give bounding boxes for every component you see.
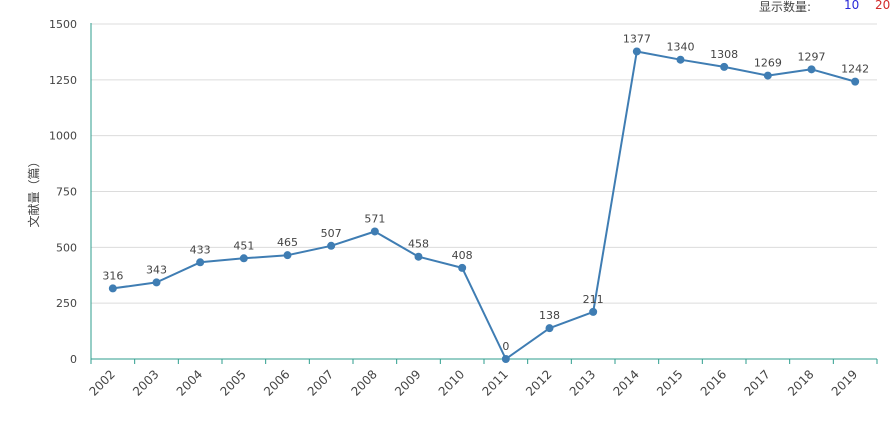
data-label: 408	[452, 249, 473, 262]
data-point[interactable]	[632, 47, 641, 56]
grid-lines	[91, 23, 877, 304]
data-point[interactable]	[763, 71, 772, 80]
data-label: 433	[190, 243, 211, 256]
data-label: 465	[277, 236, 298, 249]
x-tick-label: 2017	[741, 367, 772, 398]
data-label: 1242	[841, 63, 869, 76]
y-tick-label: 1000	[49, 130, 77, 143]
series-line-group	[112, 50, 856, 360]
x-tick-label: 2003	[130, 367, 161, 398]
data-point[interactable]	[283, 251, 292, 260]
data-label: 211	[583, 293, 604, 306]
data-label: 1297	[798, 50, 826, 63]
data-point[interactable]	[414, 252, 423, 261]
y-tick-label: 1500	[49, 18, 77, 31]
y-tick-label: 250	[56, 297, 77, 310]
x-tick-label: 2010	[436, 367, 467, 398]
x-tick-label: 2012	[523, 367, 554, 398]
data-point[interactable]	[239, 254, 248, 263]
data-point[interactable]	[501, 355, 510, 363]
data-label: 458	[408, 238, 429, 251]
x-tick-label: 2011	[479, 367, 510, 398]
y-tick-label: 1250	[49, 74, 77, 87]
x-tick-label: 2004	[174, 367, 205, 398]
x-tick-label: 2013	[567, 367, 598, 398]
y-tick-label: 500	[56, 241, 77, 254]
data-point[interactable]	[545, 324, 554, 333]
data-point[interactable]	[327, 241, 336, 250]
data-label: 343	[146, 263, 167, 276]
x-tick-label: 2016	[698, 367, 729, 398]
x-tick-label: 2007	[305, 367, 336, 398]
data-label: 1377	[623, 32, 651, 45]
data-labels: 316 343 433 451 465 507 571 458 408 0 138 211 1377 13…	[102, 32, 869, 353]
data-point[interactable]	[152, 278, 161, 287]
data-point[interactable]	[458, 263, 467, 272]
x-tick-label: 2005	[217, 367, 248, 398]
data-point[interactable]	[720, 62, 729, 71]
data-label: 0	[502, 340, 509, 353]
x-tick-label: 2015	[654, 367, 685, 398]
x-tick-label: 2014	[610, 367, 641, 398]
data-point[interactable]	[196, 258, 205, 267]
data-label: 316	[102, 269, 123, 282]
data-label: 571	[364, 212, 385, 225]
data-point[interactable]	[676, 55, 685, 64]
data-label: 507	[321, 227, 342, 240]
data-point[interactable]	[851, 77, 860, 86]
data-point[interactable]	[807, 65, 816, 74]
x-tick-label: 2009	[392, 367, 423, 398]
data-label: 138	[539, 309, 560, 322]
x-tick-label: 2002	[86, 367, 117, 398]
data-label: 1340	[667, 41, 695, 54]
data-point[interactable]	[370, 227, 379, 236]
x-tick-label: 2006	[261, 367, 292, 398]
x-tick-label: 2008	[348, 367, 379, 398]
data-label: 451	[233, 239, 254, 252]
display-count-control: 显示数量: 10 20	[711, 0, 891, 16]
display-count-label: 显示数量:	[759, 0, 812, 14]
data-points	[108, 47, 860, 363]
y-tick-label: 0	[70, 353, 77, 366]
data-label: 1308	[710, 48, 738, 61]
y-tick-label: 750	[56, 186, 77, 199]
data-point[interactable]	[108, 284, 117, 293]
axes: 0 250 500 750 1000 1250 1500 2002 2003 2004 2005 20…	[26, 18, 878, 399]
y-axis-label: 文献量（篇）	[26, 155, 41, 227]
x-tick-label: 2019	[829, 367, 860, 398]
data-label: 1269	[754, 57, 782, 70]
series-line	[112, 50, 856, 360]
data-point[interactable]	[589, 307, 598, 316]
display-count-20-option[interactable]: 20	[875, 0, 891, 12]
x-tick-label: 2018	[785, 367, 816, 398]
display-count-10-option[interactable]: 10	[844, 0, 860, 12]
